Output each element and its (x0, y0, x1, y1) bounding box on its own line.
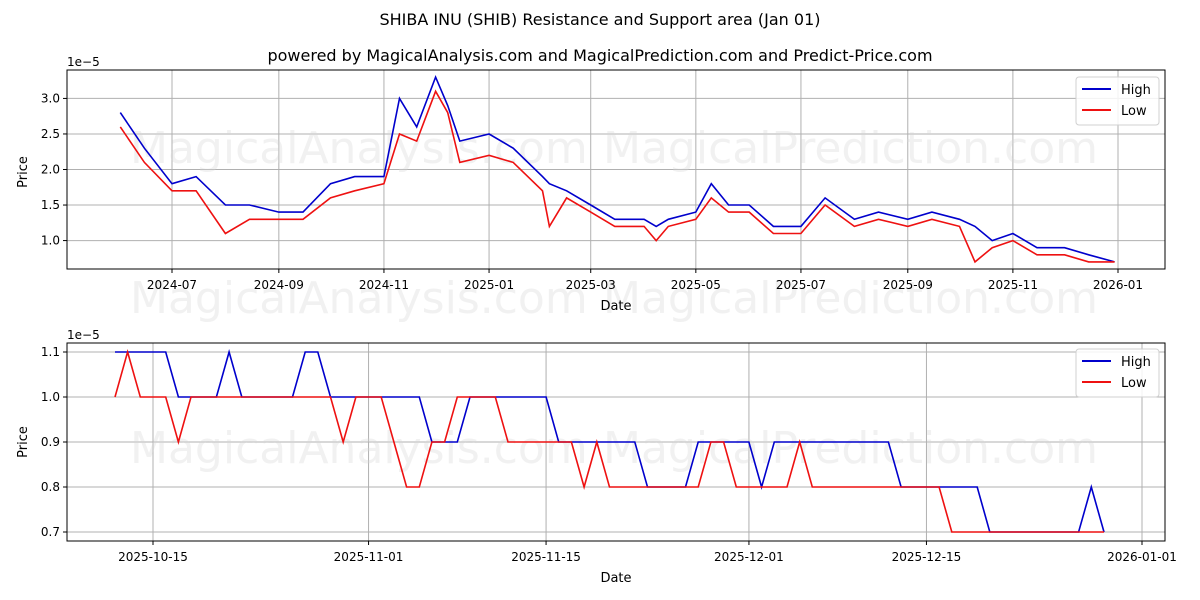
watermark-mid-left: MagicalAnalysis.com (130, 273, 588, 324)
y-tick-label: 2.0 (41, 163, 60, 177)
x-tick-label: 2025-11-15 (511, 550, 581, 564)
bottom-legend-low-label: Low (1121, 376, 1147, 391)
bottom-x-axis-label: Date (600, 571, 631, 586)
bottom-legend: High Low (1075, 348, 1160, 398)
top-axis-ticks: 1.0 1.5 2.0 2.5 3.0 2024-07 2024-09 2024-11 2025… (41, 91, 1143, 292)
y-tick-label: 0.7 (41, 525, 60, 539)
x-tick-label: 2025-03 (566, 278, 616, 292)
y-tick-label: 1.5 (41, 198, 60, 212)
y-tick-label: 1.0 (41, 390, 60, 404)
y-tick-label: 2.5 (41, 127, 60, 141)
y-tick-label: 1.0 (41, 234, 60, 248)
x-tick-label: 2025-12-15 (892, 550, 962, 564)
watermark-top-right: MagicalPrediction.com (603, 123, 1098, 174)
bottom-legend-high-label: High (1121, 355, 1151, 370)
x-tick-label: 2025-09 (883, 278, 933, 292)
y-tick-label: 0.8 (41, 480, 60, 494)
top-high-line (119, 74, 1115, 263)
watermark-top-left: MagicalAnalysis.com (130, 123, 588, 174)
top-chart: MagicalAnalysis.com MagicalPrediction.co… (16, 55, 1166, 324)
bottom-axis-ticks: 0.7 0.8 0.9 1.0 1.1 2025-10-15 2025-11-01 2025-… (41, 345, 1177, 564)
top-y-axis-label: Price (16, 156, 31, 188)
watermark-bottom-right: MagicalPrediction.com (603, 423, 1098, 474)
bottom-chart: MagicalAnalysis.com MagicalPrediction.co… (16, 328, 1177, 586)
bottom-y-axis-label: Price (16, 426, 31, 458)
x-tick-label: 2024-11 (359, 278, 409, 292)
x-tick-label: 2025-11 (988, 278, 1038, 292)
x-tick-label: 2025-05 (671, 278, 721, 292)
x-tick-label: 2025-12-01 (714, 550, 784, 564)
y-tick-label: 1.1 (41, 345, 60, 359)
x-tick-label: 2026-01 (1093, 278, 1143, 292)
chart-title: SHIBA INU (SHIB) Resistance and Support … (379, 10, 821, 29)
top-low-line (119, 89, 1115, 264)
bottom-low-line (114, 349, 1104, 533)
top-legend-high-label: High (1121, 83, 1151, 98)
bottom-y-scale-label: 1e−5 (67, 328, 100, 342)
chart-subtitle: powered by MagicalAnalysis.com and Magic… (267, 46, 933, 65)
top-y-scale-label: 1e−5 (67, 55, 100, 69)
x-tick-label: 2025-07 (776, 278, 826, 292)
x-tick-label: 2025-10-15 (118, 550, 188, 564)
watermark-mid-right: MagicalPrediction.com (603, 273, 1098, 324)
top-legend-low-label: Low (1121, 104, 1147, 119)
x-tick-label: 2026-01-01 (1107, 550, 1177, 564)
x-tick-label: 2025-11-01 (334, 550, 404, 564)
y-tick-label: 3.0 (41, 91, 60, 105)
x-tick-label: 2024-07 (147, 278, 197, 292)
watermark-bottom-left: MagicalAnalysis.com (130, 423, 588, 474)
y-tick-label: 0.9 (41, 435, 60, 449)
x-tick-label: 2025-01 (464, 278, 514, 292)
top-legend: High Low (1075, 76, 1160, 126)
x-tick-label: 2024-09 (254, 278, 304, 292)
top-x-axis-label: Date (600, 299, 631, 314)
